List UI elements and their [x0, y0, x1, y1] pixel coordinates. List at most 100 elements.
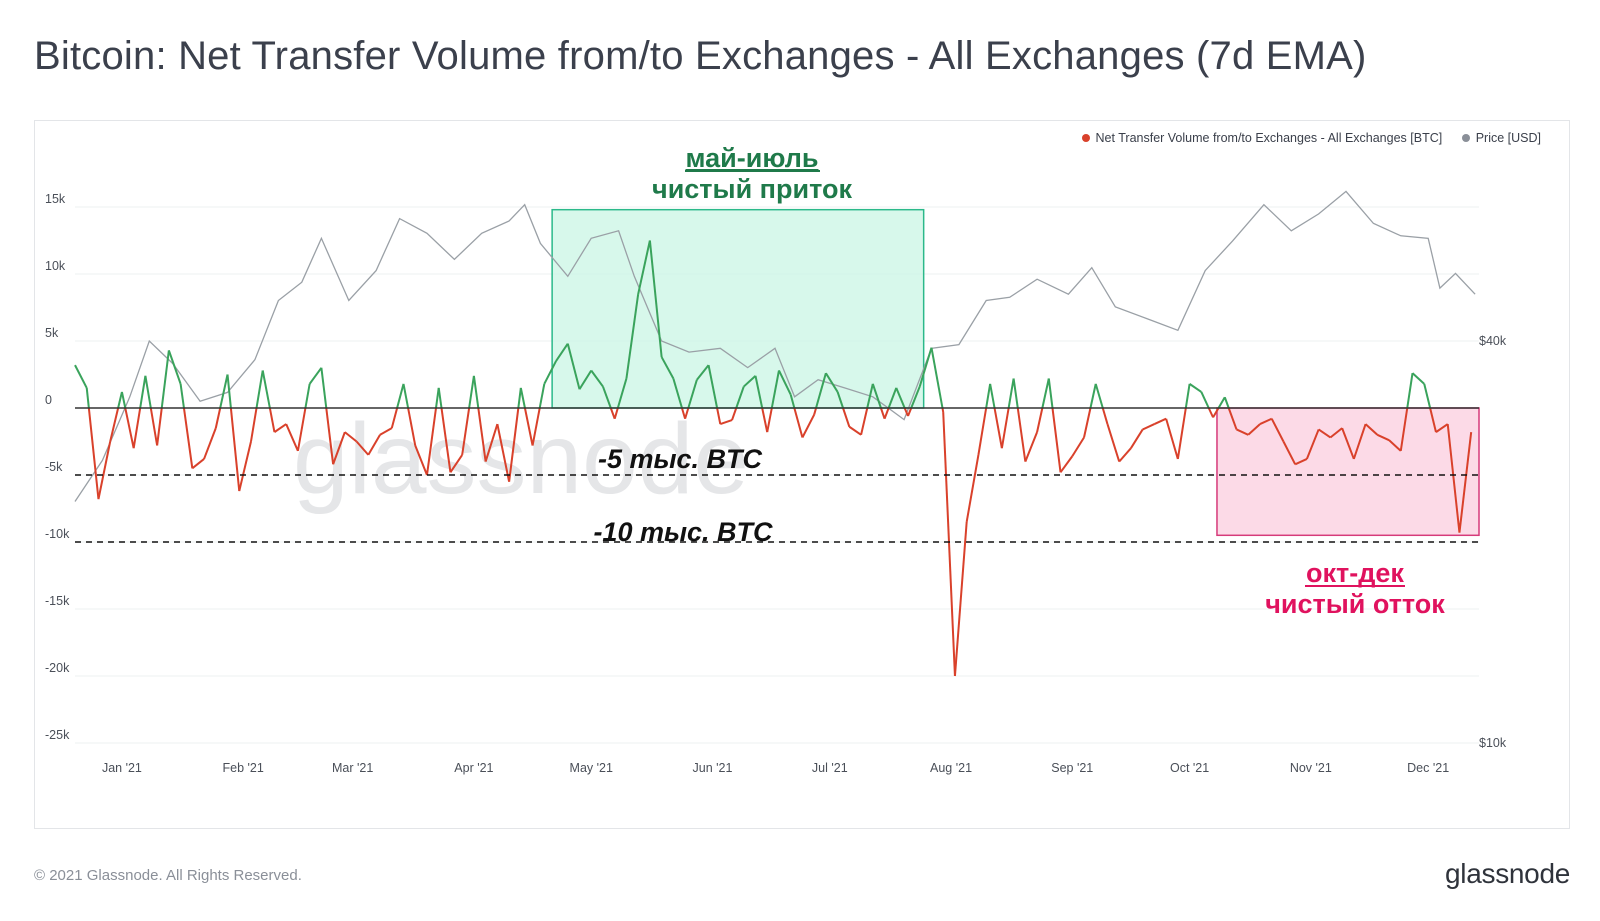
- net-flow-segment: [871, 383, 882, 409]
- net-flow-series: [74, 240, 1473, 677]
- net-flow-segment: [538, 383, 546, 409]
- net-flow-segment: [250, 407, 258, 442]
- footer-logo[interactable]: glassnode: [1445, 858, 1570, 889]
- net-flow-segment: [879, 407, 886, 420]
- net-flow-segment: [848, 425, 862, 436]
- net-flow-segment: [517, 387, 522, 409]
- net-flow-segment: [910, 386, 921, 409]
- net-flow-segment: [1089, 383, 1097, 409]
- highlight-regions: [551, 208, 1480, 537]
- footer-copyright: © 2021 Glassnode. All Rights Reserved.: [34, 867, 302, 884]
- net-flow-segment: [229, 407, 241, 492]
- net-flow-segment: [1227, 407, 1238, 430]
- net-flow-segment: [407, 407, 417, 446]
- net-flow-segment: [1200, 391, 1210, 409]
- net-flow-segment: [681, 407, 687, 420]
- net-flow-segment: [1059, 455, 1074, 473]
- legend-label-net-flow: Net Transfer Volume from/to Exchanges - …: [1095, 131, 1443, 145]
- net-flow-segment: [1223, 396, 1230, 409]
- net-flow-segment: [696, 364, 710, 381]
- net-flow-segment: [625, 293, 640, 379]
- y-tick-label-left: 10k: [45, 259, 66, 273]
- axes: 15k 10k 5k 0 -5k -10k -15k -20k -25k $40k $10k Jan …: [45, 192, 1507, 775]
- net-flow-segment: [1101, 407, 1109, 425]
- net-flow-segment: [953, 521, 968, 677]
- net-flow-segment: [778, 370, 792, 396]
- net-flow-segment: [367, 434, 381, 456]
- net-flow-segment: [836, 391, 844, 409]
- net-flow-segment: [1165, 418, 1179, 460]
- x-tick-label: Oct '21: [1170, 761, 1209, 775]
- net-flow-segment: [903, 407, 909, 417]
- reference-lines: [75, 407, 1483, 543]
- x-tick-label: Sep '21: [1051, 761, 1093, 775]
- net-flow-segment: [555, 343, 569, 362]
- net-flow-segment: [789, 394, 796, 409]
- net-flow-segment: [1446, 423, 1461, 533]
- net-flow-segment: [461, 407, 471, 456]
- net-flow-segment: [1435, 423, 1449, 433]
- net-flow-segment: [425, 407, 437, 476]
- x-tick-label: Nov '21: [1290, 761, 1332, 775]
- net-flow-segment: [735, 386, 745, 409]
- net-flow-segment: [1207, 407, 1214, 418]
- net-flow-segment: [616, 378, 628, 409]
- net-flow-segment: [1083, 407, 1092, 438]
- net-flow-segment: [1318, 428, 1331, 439]
- net-flow-segment: [325, 407, 335, 465]
- price-series: [74, 190, 1476, 502]
- net-flow-segment: [895, 387, 906, 409]
- net-flow-segment: [191, 458, 205, 470]
- net-flow-segment: [1212, 407, 1220, 418]
- net-flow-segment: [214, 407, 222, 429]
- net-flow-segment: [1153, 417, 1167, 425]
- y-tick-label-left: 5k: [45, 326, 59, 340]
- net-flow-segment: [182, 407, 194, 469]
- net-flow-segment: [449, 454, 464, 473]
- net-flow-segment: [543, 360, 557, 385]
- net-flow-segment: [761, 407, 769, 433]
- net-flow-segment: [296, 407, 307, 452]
- inflow-region-box: [551, 208, 925, 409]
- net-flow-segment: [1071, 436, 1085, 457]
- net-flow-segment: [566, 343, 581, 390]
- net-flow-segment: [344, 431, 358, 443]
- net-flow-segment: [766, 407, 773, 433]
- chart-container: glassnode 15k 10k 5k 0 -5k -10k -15k -20k -25k $4…: [34, 120, 1570, 829]
- net-flow-segment: [1305, 429, 1320, 460]
- net-flow-segment: [1282, 441, 1297, 465]
- net-flow-segment: [355, 440, 370, 456]
- net-flow-segment: [308, 367, 323, 385]
- net-flow-segment: [523, 407, 534, 446]
- net-flow-segment: [731, 407, 738, 421]
- legend-dot-red-icon: [1081, 134, 1090, 142]
- net-flow-segment: [637, 240, 651, 295]
- net-flow-segment: [1423, 383, 1432, 409]
- net-flow-segment: [1051, 407, 1062, 473]
- net-flow-segment: [472, 375, 480, 409]
- legend-item-price[interactable]: Price [USD]: [1461, 131, 1541, 145]
- net-flow-segment: [648, 240, 663, 358]
- net-flow-segment: [1000, 407, 1010, 449]
- net-flow-segment: [1036, 407, 1044, 433]
- legend-item-net-flow[interactable]: Net Transfer Volume from/to Exchanges - …: [1081, 131, 1443, 145]
- net-flow-segment: [139, 375, 147, 409]
- net-flow-segment: [508, 407, 520, 482]
- net-flow-segment: [74, 364, 88, 389]
- y-tick-label-left: 0: [45, 393, 52, 407]
- net-flow-segment: [578, 369, 593, 390]
- outflow-subtitle: чистый отток: [1265, 589, 1445, 619]
- x-tick-label: Jun '21: [693, 761, 733, 775]
- net-flow-segment: [219, 374, 229, 409]
- net-flow-segment: [255, 370, 264, 409]
- y-tick-label-left: -15k: [45, 594, 70, 608]
- net-flow-segment: [815, 372, 827, 409]
- net-flow-segment: [414, 445, 428, 476]
- net-flow-segment: [132, 407, 142, 449]
- net-flow-segment: [1352, 423, 1367, 460]
- net-flow-segment: [332, 431, 346, 465]
- net-flow-segment: [1024, 431, 1039, 462]
- net-flow-segment: [754, 375, 764, 409]
- annotations: май-июль чистый приток окт-дек чистый от…: [593, 143, 1445, 619]
- net-flow-segment: [109, 407, 120, 442]
